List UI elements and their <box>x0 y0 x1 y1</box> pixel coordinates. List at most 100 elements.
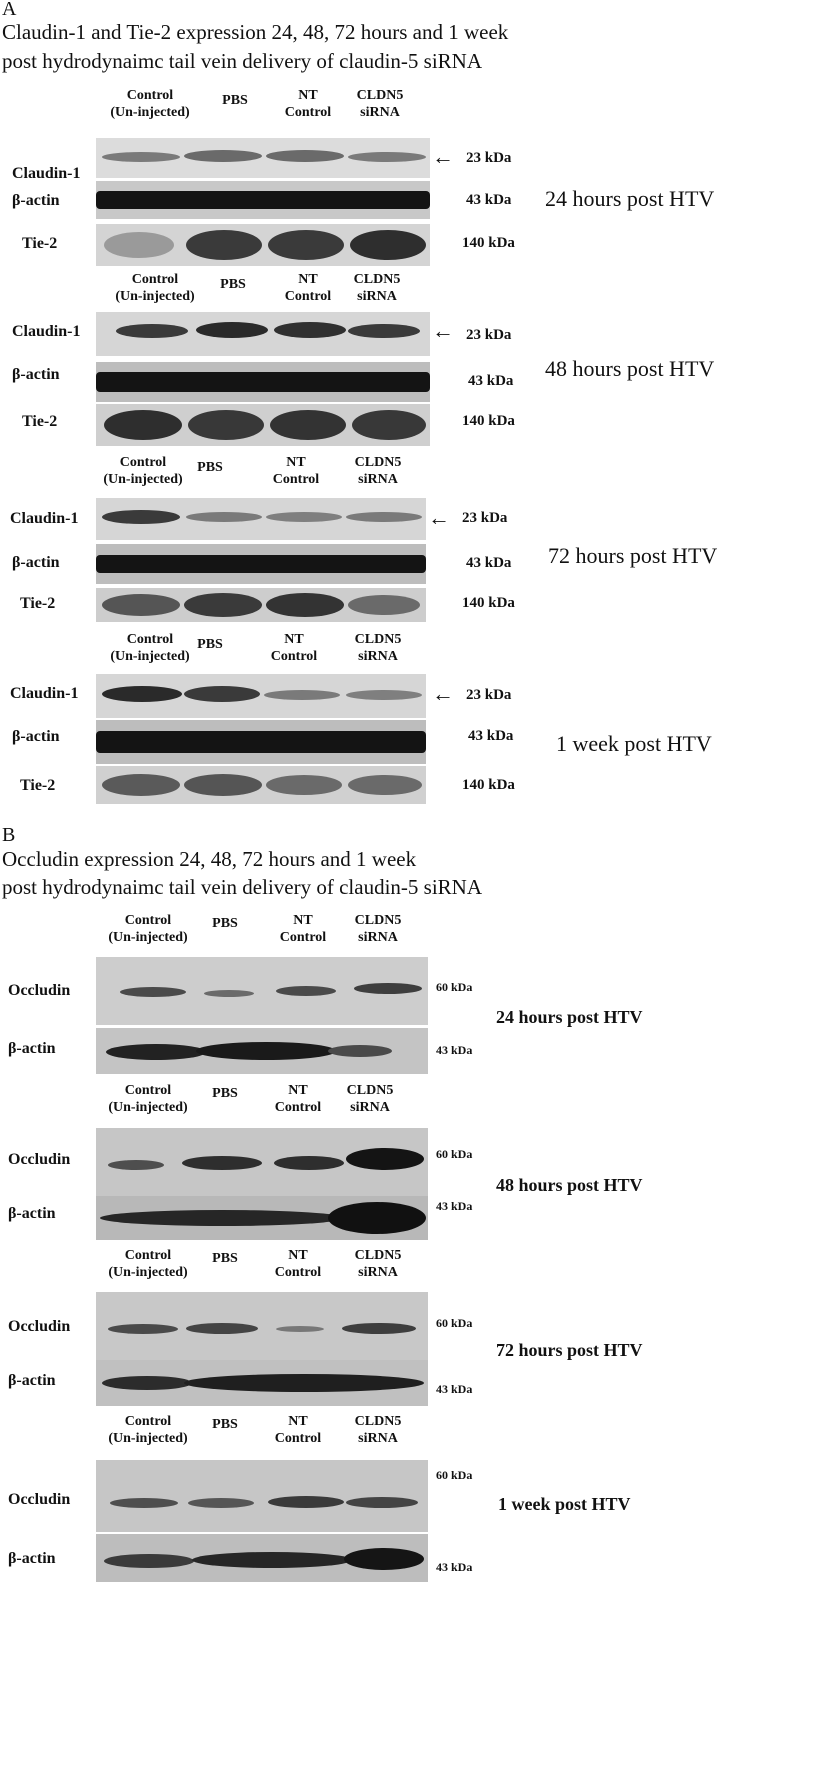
marker-43kda: 43 kDa <box>466 555 512 571</box>
blot-tie-2 <box>96 224 430 266</box>
marker-43kda: 43 kDa <box>436 1382 473 1396</box>
row-label-beta-actin: β-actin <box>12 192 60 209</box>
lane-label-control: Control (Un-injected) <box>103 455 183 487</box>
lane-label-cldn5-sirna: CLDN5 siRNA <box>354 455 402 487</box>
timepoint-label: 72 hours post HTV <box>496 1340 643 1360</box>
row-label-beta-actin: β-actin <box>12 366 60 383</box>
row-label-occludin: Occludin <box>8 1491 71 1508</box>
blot-beta-actin <box>96 181 430 219</box>
lane-label-control: Control (Un-injected) <box>110 88 190 120</box>
lane-label-cldn5-sirna: CLDN5 siRNA <box>354 1248 402 1280</box>
marker-43kda: 43 kDa <box>466 192 512 208</box>
marker-60kda: 60 kDa <box>436 1147 473 1161</box>
marker-60kda: 60 kDa <box>436 1316 473 1330</box>
lane-label-pbs: PBS <box>212 1417 238 1432</box>
panel-b-title-line2: post hydrodynaimc tail vein delivery of … <box>2 875 482 899</box>
lane-label-nt-control: NT Control <box>284 88 332 120</box>
blot-beta-actin <box>96 362 430 402</box>
marker-60kda: 60 kDa <box>436 980 473 994</box>
lane-label-cldn5-sirna: CLDN5 siRNA <box>353 272 401 304</box>
marker-43kda: 43 kDa <box>468 728 514 744</box>
lane-label-control: Control (Un-injected) <box>115 272 195 304</box>
panel-b-letter: B <box>2 824 16 846</box>
lane-label-nt-control: NT Control <box>274 1414 322 1446</box>
blot-occludin <box>96 957 428 1025</box>
marker-43kda: 43 kDa <box>436 1199 473 1213</box>
row-label-tie-2: Tie-2 <box>20 777 56 794</box>
marker-140kda: 140 kDa <box>462 595 515 611</box>
arrow-icon: ← <box>432 318 454 343</box>
lane-label-nt-control: NT Control <box>274 1083 322 1115</box>
blot-tie-2 <box>96 588 426 622</box>
arrow-icon: ← <box>432 144 454 169</box>
blot-beta-actin <box>96 1360 428 1406</box>
lane-label-pbs: PBS <box>220 277 246 292</box>
row-label-beta-actin: β-actin <box>8 1205 56 1222</box>
lane-label-nt-control: NT Control <box>274 1248 322 1280</box>
lane-label-pbs: PBS <box>212 916 238 931</box>
row-label-tie-2: Tie-2 <box>22 413 58 430</box>
timepoint-label: 72 hours post HTV <box>548 543 718 568</box>
blot-occludin <box>96 1460 428 1532</box>
row-label-claudin-1: Claudin-1 <box>12 165 81 182</box>
blot-beta-actin <box>96 1196 428 1240</box>
marker-23kda: 23 kDa <box>466 687 512 703</box>
row-label-tie-2: Tie-2 <box>22 235 58 252</box>
row-label-claudin-1: Claudin-1 <box>10 510 79 527</box>
blot-claudin-1 <box>96 498 426 540</box>
blot-occludin <box>96 1292 428 1360</box>
blot-beta-actin <box>96 1028 428 1074</box>
lane-label-control: Control (Un-injected) <box>108 1083 188 1115</box>
row-label-claudin-1: Claudin-1 <box>12 323 81 340</box>
blot-beta-actin <box>96 1534 428 1582</box>
lane-label-pbs: PBS <box>222 93 248 108</box>
lane-label-nt-control: NT Control <box>270 632 318 664</box>
panel-b-title-line1: Occludin expression 24, 48, 72 hours and… <box>2 847 417 871</box>
row-label-beta-actin: β-actin <box>8 1372 56 1389</box>
row-label-occludin: Occludin <box>8 982 71 999</box>
lane-label-cldn5-sirna: CLDN5 siRNA <box>346 1083 394 1115</box>
marker-140kda: 140 kDa <box>462 777 515 793</box>
lane-label-cldn5-sirna: CLDN5 siRNA <box>356 88 404 120</box>
lane-label-cldn5-sirna: CLDN5 siRNA <box>354 1414 402 1446</box>
lane-label-control: Control (Un-injected) <box>108 913 188 945</box>
blot-claudin-1 <box>96 674 426 718</box>
timepoint-label: 24 hours post HTV <box>545 186 715 211</box>
marker-60kda: 60 kDa <box>436 1468 473 1482</box>
panel-a-title-line2: post hydrodynaimc tail vein delivery of … <box>2 49 482 73</box>
blot-beta-actin <box>96 544 426 584</box>
blot-claudin-1 <box>96 138 430 178</box>
lane-label-control: Control (Un-injected) <box>108 1248 188 1280</box>
arrow-icon: ← <box>432 681 454 706</box>
lane-label-nt-control: NT Control <box>272 455 320 487</box>
lane-label-cldn5-sirna: CLDN5 siRNA <box>354 632 402 664</box>
blot-beta-actin <box>96 720 426 764</box>
lane-label-pbs: PBS <box>212 1086 238 1101</box>
marker-140kda: 140 kDa <box>462 235 515 251</box>
marker-140kda: 140 kDa <box>462 413 515 429</box>
row-label-claudin-1: Claudin-1 <box>10 685 79 702</box>
marker-43kda: 43 kDa <box>468 373 514 389</box>
timepoint-label: 1 week post HTV <box>556 731 712 756</box>
marker-43kda: 43 kDa <box>436 1043 473 1057</box>
timepoint-label: 48 hours post HTV <box>545 356 715 381</box>
timepoint-label: 48 hours post HTV <box>496 1175 643 1195</box>
panel-a-letter: A <box>2 0 17 20</box>
lane-label-nt-control: NT Control <box>284 272 332 304</box>
row-label-beta-actin: β-actin <box>12 554 60 571</box>
row-label-beta-actin: β-actin <box>8 1550 56 1567</box>
marker-23kda: 23 kDa <box>462 510 508 526</box>
marker-23kda: 23 kDa <box>466 150 512 166</box>
row-label-tie-2: Tie-2 <box>20 595 56 612</box>
lane-label-control: Control (Un-injected) <box>108 1414 188 1446</box>
timepoint-label: 24 hours post HTV <box>496 1007 643 1027</box>
arrow-icon: ← <box>428 505 450 530</box>
marker-23kda: 23 kDa <box>466 327 512 343</box>
lane-label-pbs: PBS <box>197 637 223 652</box>
row-label-occludin: Occludin <box>8 1151 71 1168</box>
lane-label-cldn5-sirna: CLDN5 siRNA <box>354 913 402 945</box>
lane-label-pbs: PBS <box>212 1251 238 1266</box>
lane-label-pbs: PBS <box>197 460 223 475</box>
lane-label-nt-control: NT Control <box>279 913 327 945</box>
panel-a-title-line1: Claudin-1 and Tie-2 expression 24, 48, 7… <box>2 20 509 44</box>
